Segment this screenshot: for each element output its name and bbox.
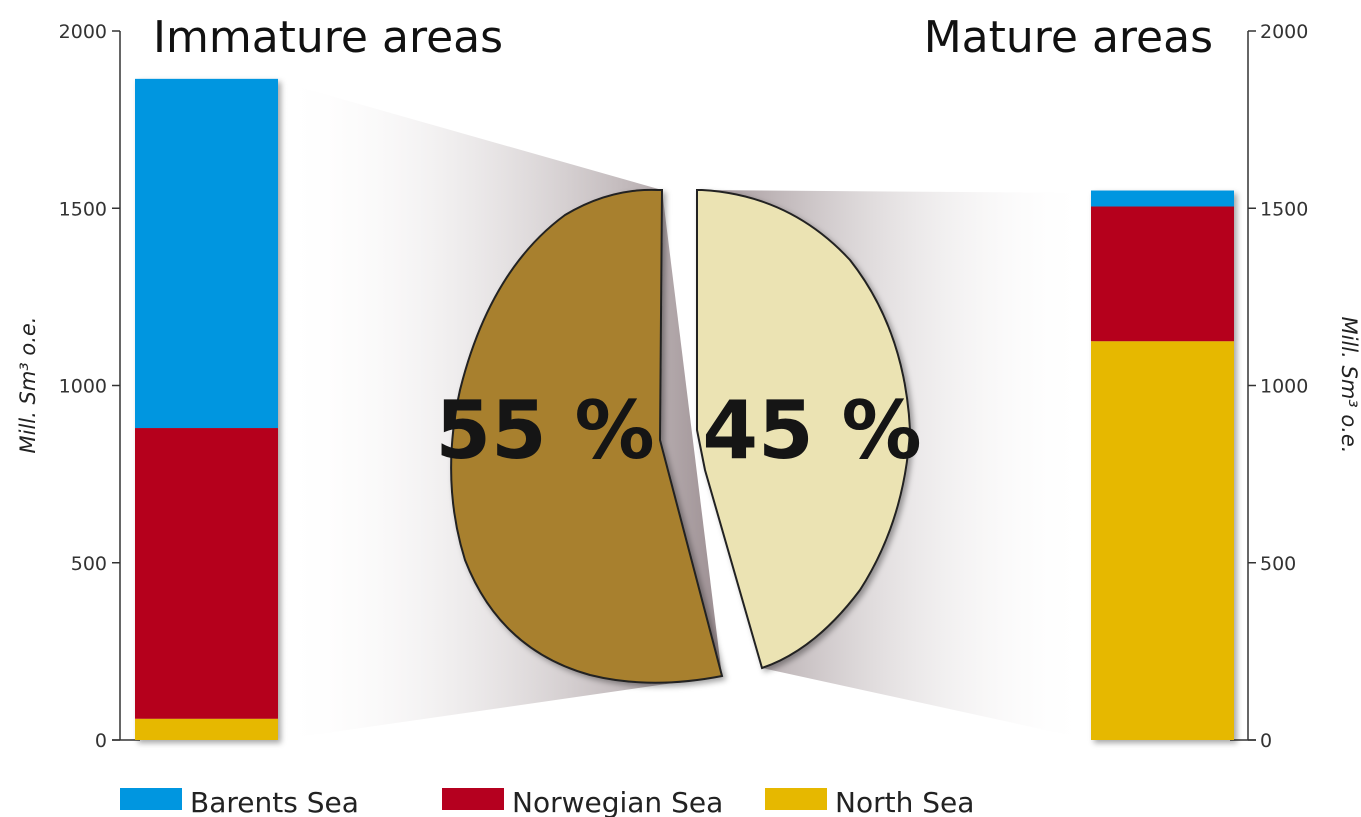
left-tick-label: 1500 (59, 198, 107, 220)
pie-label-mature: 45 % (702, 384, 921, 477)
legend-swatch-norwegian (442, 788, 504, 810)
pie-slice-immature (450, 188, 724, 684)
legend-label-north: North Sea (835, 786, 974, 817)
right-y-label: Mill. Sm³ o.e. (1337, 317, 1361, 454)
right-title: Mature areas (924, 12, 1213, 63)
bar-mature-norwegian-sea (1091, 206, 1234, 342)
bar-immature-north-sea (135, 718, 278, 740)
right-tick-label: 500 (1260, 553, 1296, 575)
left-title: Immature areas (153, 12, 503, 63)
legend-label-norwegian: Norwegian Sea (512, 786, 723, 817)
bar-immature-norwegian-sea (135, 428, 278, 719)
bar-immature-barents-sea (135, 78, 278, 429)
right-tick-label: 1000 (1260, 376, 1308, 398)
legend: Barents Sea Norwegian Sea North Sea (120, 786, 974, 817)
left-tick-label: 1000 (59, 376, 107, 398)
bar-mature-north-sea (1091, 341, 1234, 740)
right-tick-label: 2000 (1260, 21, 1308, 43)
left-y-label: Mill. Sm³ o.e. (16, 317, 40, 454)
pie-slice-mature (696, 189, 912, 670)
right-tick-label: 0 (1260, 730, 1272, 752)
legend-swatch-barents (120, 788, 182, 810)
left-tick-label: 500 (71, 553, 107, 575)
legend-swatch-north (765, 788, 827, 810)
pie-label-immature: 55 % (435, 384, 654, 477)
legend-label-barents: Barents Sea (190, 786, 359, 817)
bar-mature-barents-sea (1091, 190, 1234, 207)
left-tick-label: 2000 (59, 21, 107, 43)
right-tick-label: 1500 (1260, 198, 1308, 220)
left-tick-label: 0 (95, 730, 107, 752)
